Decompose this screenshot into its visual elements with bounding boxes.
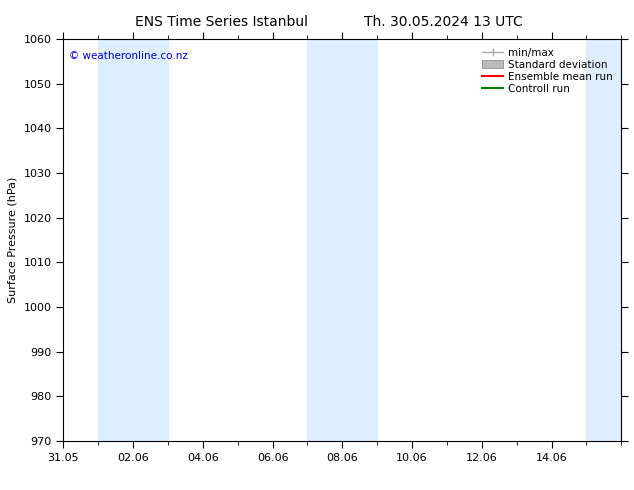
- Y-axis label: Surface Pressure (hPa): Surface Pressure (hPa): [8, 177, 18, 303]
- Legend: min/max, Standard deviation, Ensemble mean run, Controll run: min/max, Standard deviation, Ensemble me…: [479, 45, 616, 97]
- Bar: [586, 39, 621, 441]
- Text: ENS Time Series Istanbul: ENS Time Series Istanbul: [136, 15, 308, 29]
- Bar: [307, 39, 377, 441]
- Text: © weatheronline.co.nz: © weatheronline.co.nz: [69, 51, 188, 61]
- Bar: [98, 39, 168, 441]
- Text: Th. 30.05.2024 13 UTC: Th. 30.05.2024 13 UTC: [365, 15, 523, 29]
